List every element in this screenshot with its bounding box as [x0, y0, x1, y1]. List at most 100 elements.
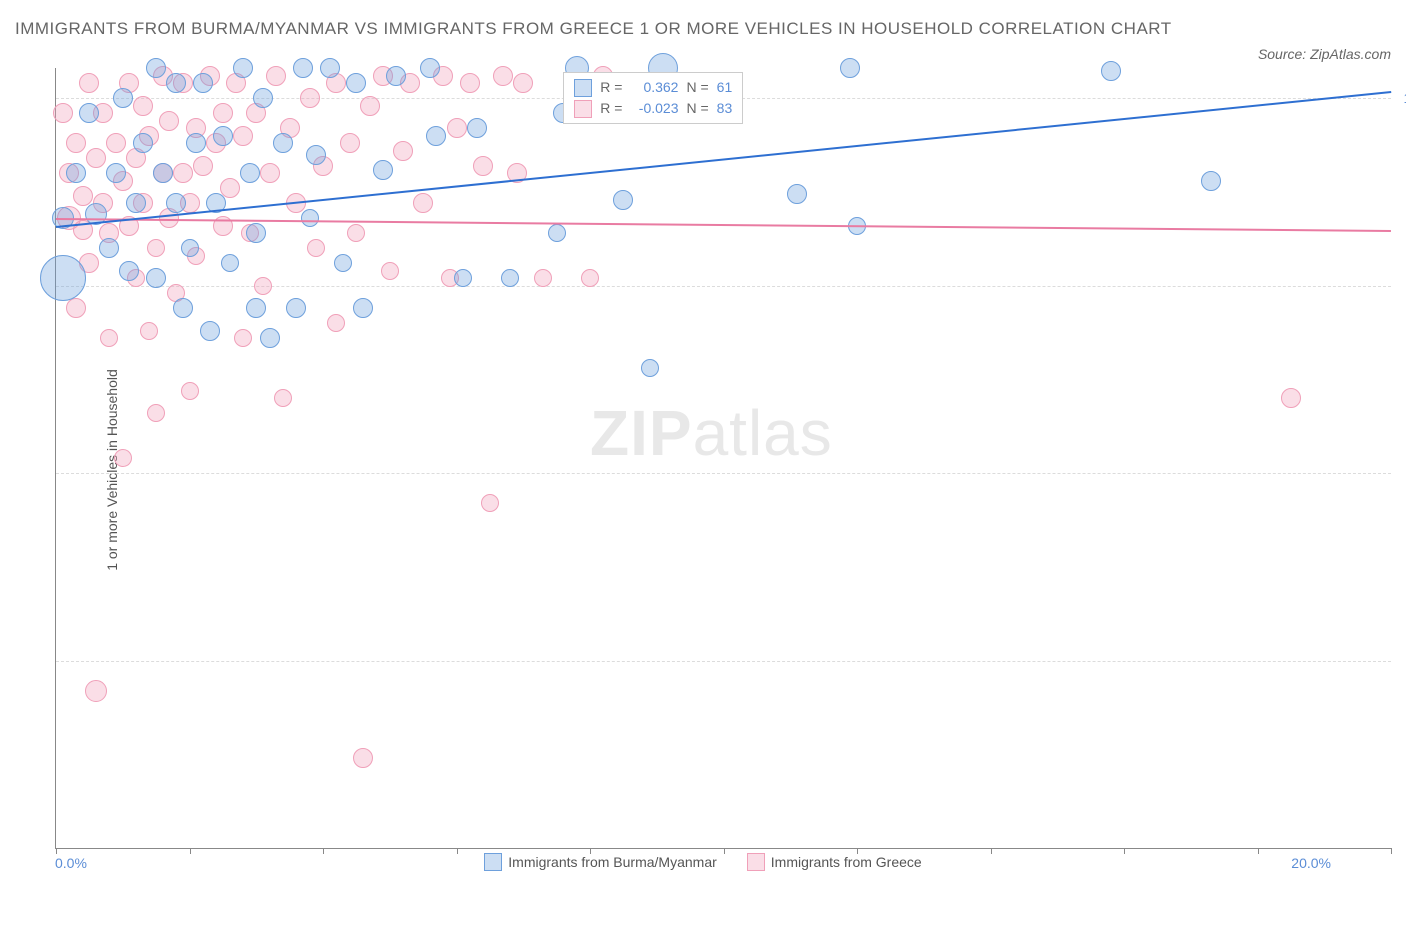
header-row: Source: ZipAtlas.com	[15, 46, 1391, 62]
pink-point	[481, 494, 499, 512]
xtick	[1391, 848, 1392, 854]
pink-point	[513, 73, 533, 93]
pink-point	[381, 262, 399, 280]
legend-item-pink: Immigrants from Greece	[747, 853, 922, 871]
blue-point	[286, 298, 306, 318]
blue-point	[641, 359, 659, 377]
n-label-pink: N =	[686, 98, 708, 119]
blue-point	[181, 239, 199, 257]
blue-point	[293, 58, 313, 78]
pink-point	[106, 133, 126, 153]
blue-point	[246, 223, 266, 243]
xtick	[724, 848, 725, 854]
watermark-bold: ZIP	[590, 397, 693, 469]
blue-point	[301, 209, 319, 227]
legend-swatch-pink	[747, 853, 765, 871]
blue-point	[233, 58, 253, 78]
pink-point	[133, 96, 153, 116]
r-label-blue: R =	[600, 77, 622, 98]
blue-point	[40, 255, 86, 301]
r-label-pink: R =	[600, 98, 622, 119]
blue-point	[221, 254, 239, 272]
pink-point	[66, 298, 86, 318]
pink-point	[73, 186, 93, 206]
blue-point	[166, 73, 186, 93]
xtick	[590, 848, 591, 854]
pink-point	[147, 239, 165, 257]
blue-point	[787, 184, 807, 204]
r-value-blue: 0.362	[630, 77, 678, 98]
x-end-label: 20.0%	[1291, 855, 1331, 871]
blue-point	[66, 163, 86, 183]
blue-point	[346, 73, 366, 93]
legend-swatch-blue	[484, 853, 502, 871]
blue-point	[240, 163, 260, 183]
blue-point	[260, 328, 280, 348]
pink-point	[300, 88, 320, 108]
blue-point	[840, 58, 860, 78]
blue-point	[200, 321, 220, 341]
pink-point	[233, 126, 253, 146]
blue-point	[613, 190, 633, 210]
blue-point	[99, 238, 119, 258]
blue-point	[186, 133, 206, 153]
blue-point	[373, 160, 393, 180]
pink-point	[393, 141, 413, 161]
stats-legend-box: R = 0.362 N = 61 R = -0.023 N = 83	[563, 72, 743, 124]
bottom-legend: Immigrants from Burma/Myanmar Immigrants…	[15, 853, 1391, 871]
pink-point	[274, 389, 292, 407]
pink-point	[340, 133, 360, 153]
blue-point	[386, 66, 406, 86]
blue-point	[1201, 171, 1221, 191]
blue-point	[306, 145, 326, 165]
swatch-pink	[574, 100, 592, 118]
pink-point	[307, 239, 325, 257]
xtick	[1124, 848, 1125, 854]
blue-point	[467, 118, 487, 138]
pink-point	[100, 329, 118, 347]
pink-point	[260, 163, 280, 183]
blue-point	[146, 58, 166, 78]
blue-point	[133, 133, 153, 153]
blue-point	[454, 269, 472, 287]
pink-point	[86, 148, 106, 168]
xtick	[56, 848, 57, 854]
pink-point	[79, 73, 99, 93]
blue-point	[320, 58, 340, 78]
stats-row-blue: R = 0.362 N = 61	[574, 77, 732, 98]
n-label-blue: N =	[686, 77, 708, 98]
pink-point	[266, 66, 286, 86]
blue-point	[153, 163, 173, 183]
xtick	[991, 848, 992, 854]
x-start-label: 0.0%	[55, 855, 87, 871]
n-value-pink: 83	[717, 98, 733, 119]
blue-point	[426, 126, 446, 146]
legend-item-blue: Immigrants from Burma/Myanmar	[484, 853, 716, 871]
pink-point	[173, 163, 193, 183]
pink-point	[53, 103, 73, 123]
pink-point	[140, 322, 158, 340]
pink-point	[353, 748, 373, 768]
blue-point	[166, 193, 186, 213]
blue-point	[353, 298, 373, 318]
xtick	[457, 848, 458, 854]
blue-point	[273, 133, 293, 153]
blue-point	[106, 163, 126, 183]
pink-point	[460, 73, 480, 93]
r-value-pink: -0.023	[630, 98, 678, 119]
blue-point	[548, 224, 566, 242]
blue-point	[193, 73, 213, 93]
chart-container: 1 or more Vehicles in Household ZIPatlas…	[15, 68, 1391, 871]
blue-point	[113, 88, 133, 108]
pink-point	[493, 66, 513, 86]
pink-point	[181, 382, 199, 400]
gridline	[56, 661, 1391, 662]
plot-area: ZIPatlas R = 0.362 N = 61 R = -0.023 N =…	[55, 68, 1391, 849]
blue-point	[173, 298, 193, 318]
watermark: ZIPatlas	[590, 396, 833, 470]
pink-point	[534, 269, 552, 287]
pink-point	[473, 156, 493, 176]
watermark-light: atlas	[693, 397, 833, 469]
blue-point	[146, 268, 166, 288]
blue-point	[1101, 61, 1121, 81]
